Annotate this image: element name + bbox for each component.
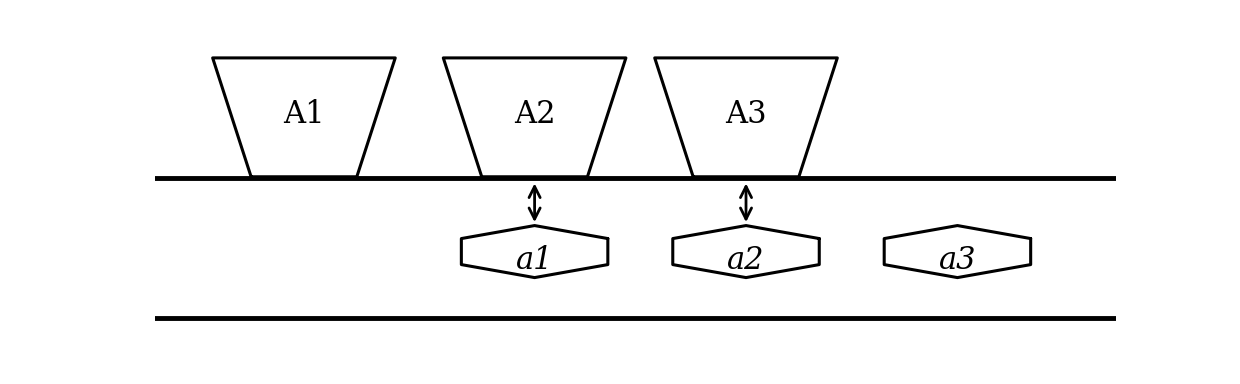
Text: a3: a3 — [939, 245, 976, 276]
Text: a1: a1 — [516, 245, 553, 276]
Text: A2: A2 — [513, 99, 556, 130]
Text: a2: a2 — [728, 245, 765, 276]
Text: A3: A3 — [725, 99, 766, 130]
Text: A1: A1 — [283, 99, 325, 130]
